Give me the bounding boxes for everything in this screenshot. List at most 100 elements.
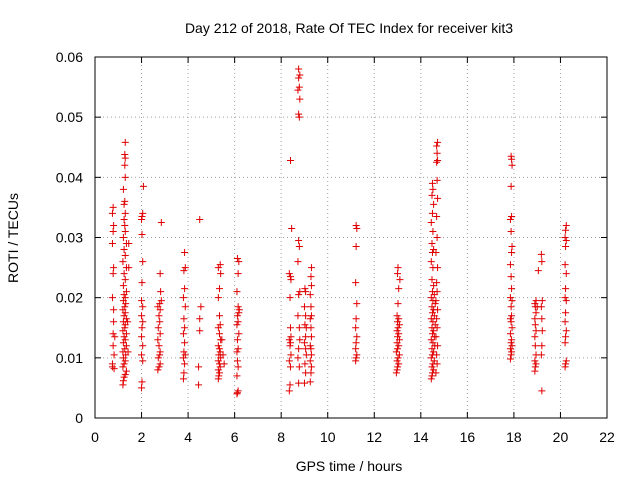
data-point [430,282,438,290]
data-point [285,336,293,344]
data-point [109,330,117,338]
data-point [429,185,437,193]
data-point [294,86,302,94]
data-point [427,354,435,362]
y-tick-label: 0.04 [56,169,83,185]
data-point [286,339,294,347]
data-point [562,309,570,317]
data-point [181,324,189,332]
data-point [111,333,119,341]
axis-ticks [94,56,608,419]
data-point [119,377,127,385]
data-point [396,276,404,284]
data-point [300,303,308,311]
data-point [434,342,442,350]
data-point [119,363,127,371]
data-point [508,285,516,293]
data-point [138,279,146,287]
data-point [119,234,127,241]
y-tick-label: 0.03 [56,230,83,246]
data-point [121,336,129,344]
data-point [295,83,303,91]
data-point [395,321,403,329]
data-point [394,264,402,272]
data-point [433,234,441,241]
data-point [561,294,569,302]
data-point [235,306,243,314]
data-point [233,357,241,365]
data-point [179,294,187,302]
data-point [109,227,117,235]
data-point [394,300,402,308]
data-point [532,327,540,335]
data-point [155,363,163,371]
data-point [138,212,146,220]
data-point [430,327,438,335]
data-point [110,318,118,326]
data-point [122,367,130,375]
data-point [195,363,203,371]
data-point [537,303,545,311]
data-point [216,363,224,371]
x-tick-label: 10 [320,429,336,445]
data-point [233,348,241,356]
data-point [429,227,437,235]
data-point [395,330,403,338]
data-point [295,113,303,121]
data-point [562,221,570,229]
data-point [180,315,188,323]
data-point [121,138,129,146]
data-point [139,182,147,190]
data-point [179,375,187,383]
data-point [353,224,361,232]
data-point [394,363,402,371]
data-point [121,294,129,302]
data-point [434,264,442,272]
x-tick-label: 8 [277,429,285,445]
data-point [537,351,545,359]
data-point [216,345,224,353]
data-point [301,321,309,329]
data-point [307,363,315,371]
data-point [286,324,294,332]
data-point [562,270,570,278]
data-point [394,354,402,362]
data-point [352,315,360,323]
data-point [235,258,243,266]
data-point [393,312,401,320]
data-point [110,306,118,314]
y-tick-label: 0.01 [56,350,83,366]
data-point [434,194,442,202]
x-tick-labels: 0 2 4 6 8 10 12 14 16 18 20 22 [91,429,615,445]
data-point [288,224,296,232]
data-point [109,342,117,350]
data-point [138,351,146,359]
data-point [179,330,187,338]
data-point [138,378,146,386]
data-point [353,300,361,308]
data-point [562,226,570,234]
data-point [433,149,441,157]
data-point [121,221,129,229]
data-point [110,264,118,272]
data-point [157,218,165,226]
data-point [507,273,515,281]
data-point [531,357,539,365]
data-point [121,276,129,284]
data-point [532,360,540,368]
data-point [234,363,242,371]
data-point [120,200,128,208]
data-point [295,110,303,118]
data-point [307,369,315,377]
data-point [306,315,314,323]
data-point [217,270,225,278]
data-point [125,264,133,272]
data-point [233,372,241,380]
data-point [215,372,223,380]
data-point [434,156,442,164]
data-point [301,360,309,368]
data-point [507,318,515,326]
data-point [433,351,441,359]
data-point [394,345,402,353]
